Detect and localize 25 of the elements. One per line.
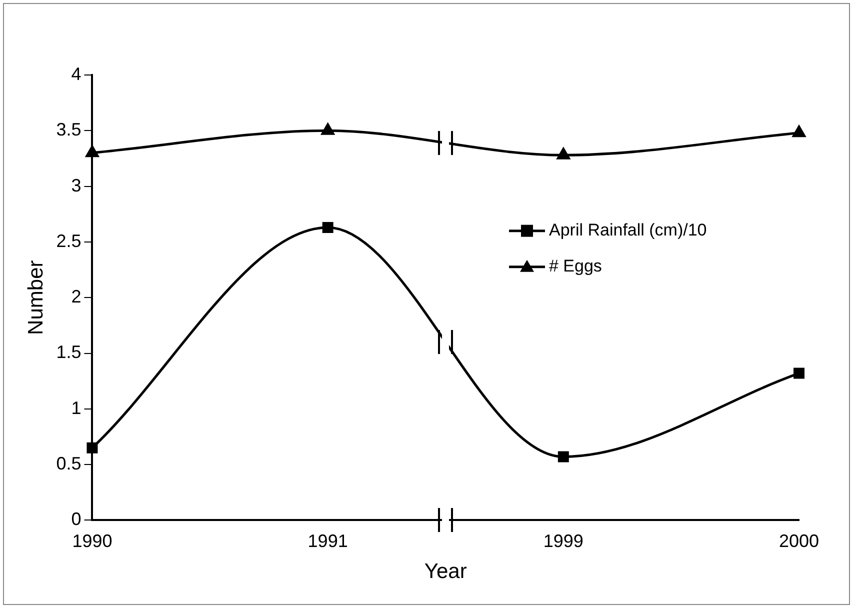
y-tick-label: 0 <box>71 509 82 530</box>
legend-label: April Rainfall (cm)/10 <box>549 220 707 240</box>
y-tick-label: 3.5 <box>56 120 82 140</box>
y-tick-label: 2.5 <box>56 230 82 251</box>
x-tick-label: 2000 <box>778 530 820 551</box>
y-tick-label: 1 <box>71 398 82 418</box>
x-tick-label: 1991 <box>308 530 348 551</box>
y-axis-title: Number <box>24 260 48 335</box>
point <box>794 368 804 379</box>
point <box>556 148 570 160</box>
point <box>322 222 334 233</box>
y-tick-label: 3 <box>71 175 82 196</box>
x-tick-label: 1990 <box>72 530 112 551</box>
y-tick-label: 4 <box>71 64 82 84</box>
point <box>86 442 98 454</box>
y-tick-label: 0.5 <box>56 454 82 474</box>
y-tick-label: 2 <box>71 286 82 307</box>
point <box>792 126 806 138</box>
point <box>558 451 569 462</box>
point <box>321 123 334 135</box>
point <box>86 146 99 158</box>
x-axis-title: Year <box>424 560 467 584</box>
legend-label: # Eggs <box>549 256 602 276</box>
y-tick-label: 1.5 <box>56 342 82 362</box>
x-tick-label: 1999 <box>543 530 584 551</box>
